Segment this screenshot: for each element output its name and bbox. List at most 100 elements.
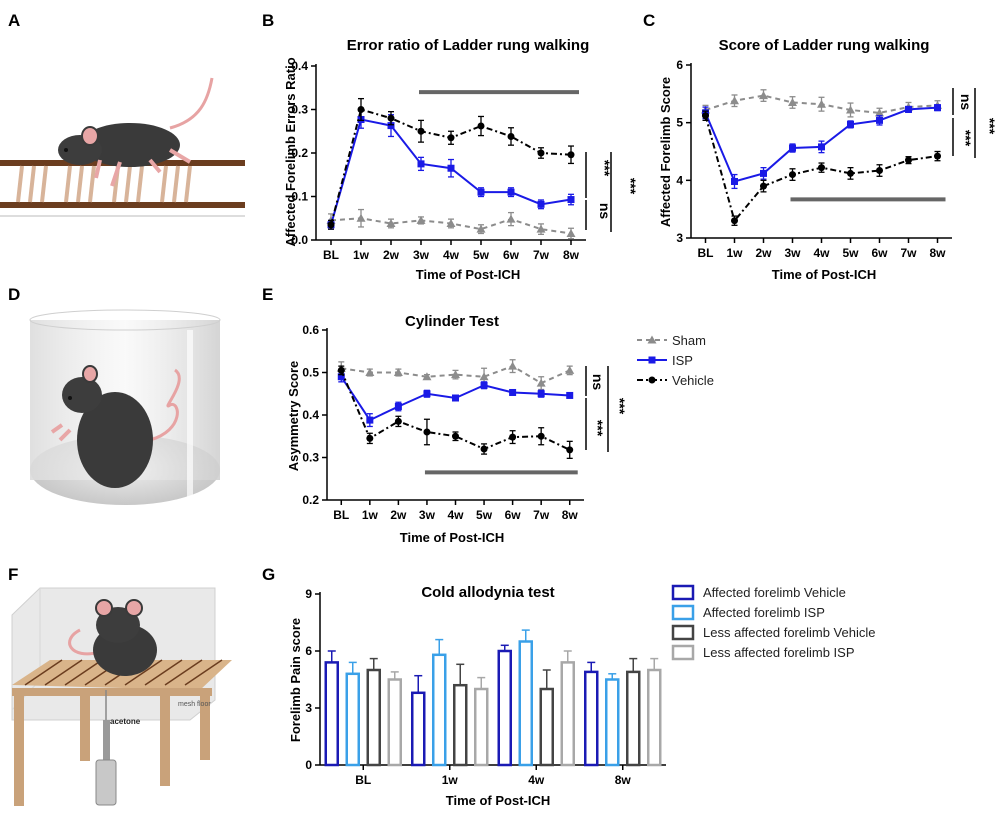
chart-b-xtick-label: 7w <box>533 248 550 262</box>
chart-e-isp-point <box>509 388 517 396</box>
chart-g-bar_dark_blue-bar <box>584 670 599 767</box>
chart-e-sham-point <box>565 365 575 374</box>
chart-b-ytick-label: 0.2 <box>291 146 308 160</box>
chart-c-title: Score of Ladder rung walking <box>719 37 930 54</box>
chart-b-isp-point <box>447 164 455 172</box>
chart-e-sig-sham-vehicle: *** <box>612 398 628 415</box>
ladder-mouse-illustration <box>0 77 245 217</box>
chart-e-sham-point <box>536 378 546 387</box>
chart-g-bar_dark_blue-bar <box>411 691 426 767</box>
chart-b-vehicle-point <box>477 122 485 130</box>
chart-b-vehicle-point <box>417 127 425 135</box>
panel-label-c: C <box>643 11 655 30</box>
chart-e-xtick-label: 1w <box>362 508 379 522</box>
chart-e-xtick-label: 5w <box>476 508 493 522</box>
chart-b-xtick-label: 5w <box>473 248 490 262</box>
chart-b-vehicle-point <box>387 114 395 122</box>
chart-e-sham-point <box>365 368 375 376</box>
chart-b-sham-point <box>566 228 576 237</box>
chart-e-ytick-label: 0.5 <box>302 366 319 380</box>
chart-b-xtick-label: 3w <box>413 248 430 262</box>
chart-c-isp-point <box>847 120 854 128</box>
chart-e-vehicle-point <box>566 446 574 454</box>
chart-c-vehicle-point <box>818 164 825 172</box>
chart-c-isp-point <box>789 144 796 152</box>
chart-b-sham-point <box>476 224 486 233</box>
chart-c-xlabel: Time of Post-ICH <box>772 267 877 282</box>
chart-b-xtick-label: 4w <box>443 248 460 262</box>
chart-c-vehicle-point <box>905 156 912 164</box>
chart-e-xtick-label: 8w <box>562 508 579 522</box>
chart-e-vehicle-point <box>509 433 517 441</box>
chart-e-isp-point <box>452 394 459 402</box>
chart-e-vehicle-point <box>480 445 488 453</box>
chart-g-xtick-label: 4w <box>528 773 545 787</box>
chart-c-ytick-label: 4 <box>676 173 683 187</box>
chart-g-bar_light_blue-bar <box>518 640 533 767</box>
chart-b-error-ratio: Error ratio of Ladder rung walking Time … <box>283 37 639 282</box>
line-legend: Sham ISP Vehicle <box>637 333 714 388</box>
chart-e-sig-isp-vehicle: *** <box>590 420 606 437</box>
chart-b-ytick-label: 0.0 <box>291 233 308 247</box>
chart-e-sham-point <box>393 368 403 376</box>
chart-e-isp-point <box>366 416 374 424</box>
panel-label-a: A <box>8 11 20 30</box>
chart-c-ylabel: Affected Forelimb Score <box>658 77 673 227</box>
chart-e-vehicle-point <box>366 434 374 442</box>
chart-c-vehicle-point <box>876 167 883 175</box>
chart-g-title: Cold allodynia test <box>421 584 554 601</box>
chart-b-sham-point <box>416 215 426 224</box>
chart-e-isp-point <box>480 381 488 389</box>
chart-b-ytick-label: 0.3 <box>291 103 308 117</box>
chart-g-ylabel: Forelimb Pain score <box>288 618 303 742</box>
chart-e-vehicle-point <box>423 428 431 436</box>
chart-b-sig-sham-vehicle: *** <box>623 178 639 195</box>
chart-e-isp-point <box>423 390 431 398</box>
chart-e-sham-point <box>451 370 460 379</box>
chart-b-sig-isp-sham: ns <box>597 203 613 220</box>
bar-legend-bar_dark_gray-swatch <box>671 624 695 641</box>
chart-c-vehicle-point <box>702 112 709 120</box>
chart-g-bar_light_gray-bar <box>387 678 402 767</box>
chart-e-ytick-label: 0.2 <box>302 493 319 507</box>
chart-b-vehicle-point <box>507 132 515 140</box>
legend-vehicle-marker <box>648 376 656 384</box>
chart-e-sham-line <box>341 365 571 385</box>
chart-e-xlabel: Time of Post-ICH <box>400 530 505 545</box>
panel-label-f: F <box>8 565 18 584</box>
panel-label-g: G <box>262 565 275 584</box>
chart-b-xlabel: Time of Post-ICH <box>416 267 521 282</box>
bar-legend: Affected forelimb Vehicle Affected foreli… <box>671 584 875 661</box>
chart-c-isp-point <box>876 116 883 124</box>
bar-legend-bar_dark_blue-swatch <box>671 584 695 601</box>
chart-b-title: Error ratio of Ladder rung walking <box>347 37 590 54</box>
bar-legend-bar_light_gray-swatch <box>671 644 695 661</box>
chart-e-xtick-label: BL <box>333 508 349 522</box>
chart-c-vehicle-point <box>789 171 796 179</box>
acetone-label: acetone <box>110 717 141 726</box>
chart-g-bar_light_gray-bar <box>474 687 489 767</box>
legend-isp-marker <box>648 356 656 364</box>
chart-e-sig-isp-sham: ns <box>590 374 606 391</box>
chart-c-sham-point <box>817 99 826 108</box>
chart-b-isp-point <box>507 188 515 196</box>
chart-c-xtick-label: 4w <box>813 246 830 260</box>
chart-c-xtick-label: 3w <box>784 246 801 260</box>
chart-b-sham-point <box>446 218 456 227</box>
chart-c-isp-point <box>905 105 912 113</box>
panel-label-e: E <box>262 285 273 304</box>
chart-c-ytick-label: 3 <box>676 231 683 245</box>
bar-legend-bar_light_blue-swatch <box>671 604 695 621</box>
chart-g-ytick-label: 0 <box>305 758 312 772</box>
chart-c-vehicle-point <box>731 217 738 225</box>
chart-e-sham-point <box>422 372 432 381</box>
chart-c-xtick-label: 5w <box>842 246 859 260</box>
chart-c-score: Score of Ladder rung walking Time of Pos… <box>658 37 998 282</box>
chart-g-ytick-label: 3 <box>305 701 312 715</box>
chart-c-sig-sham-vehicle: *** <box>982 118 998 135</box>
chart-g-bar_dark_blue-bar <box>324 661 339 767</box>
chart-e-cylinder: Cylinder Test Time of Post-ICH Asymmetry… <box>286 313 628 545</box>
chart-c-xtick-label: 7w <box>900 246 917 260</box>
chart-c-sham-point <box>846 105 855 114</box>
legend-sham-marker <box>647 335 657 344</box>
